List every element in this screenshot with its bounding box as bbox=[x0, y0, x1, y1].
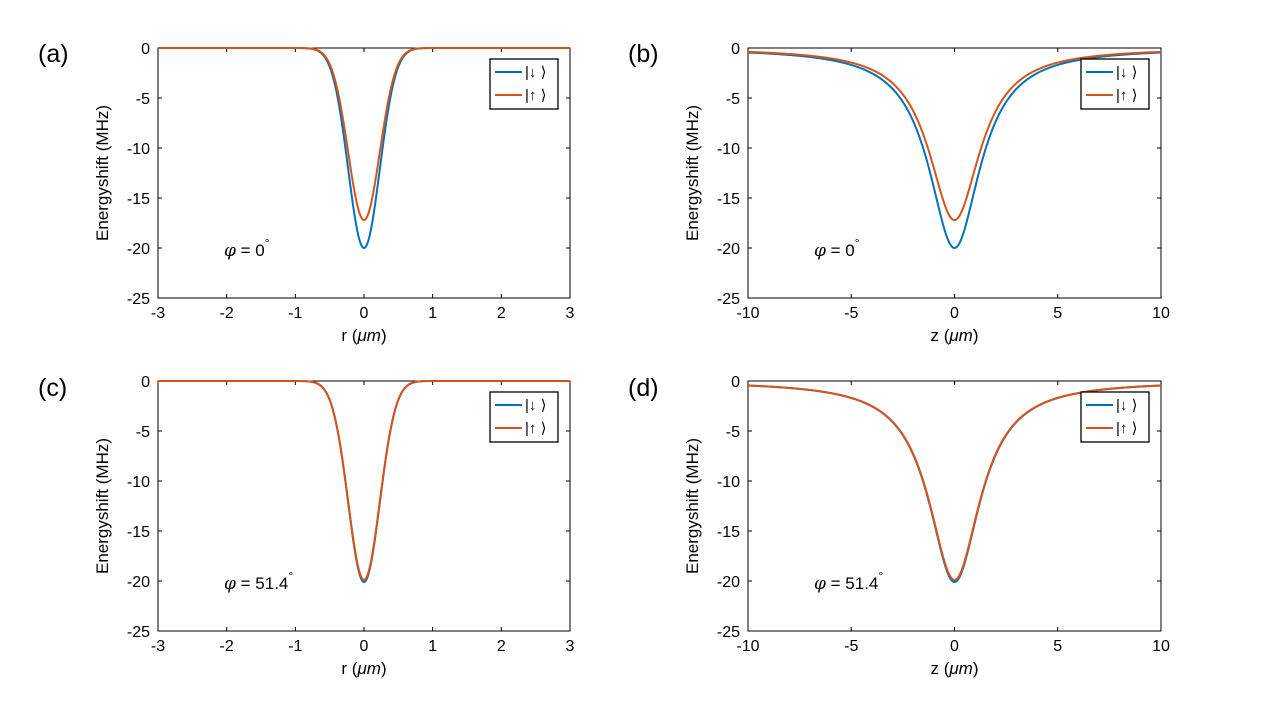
legend-label: |↓ ⟩ bbox=[525, 64, 546, 81]
x-axis-label: z (μm) bbox=[930, 326, 978, 345]
y-axis-label: Energyshift (MHz) bbox=[93, 438, 112, 574]
y-tick-label: 0 bbox=[731, 41, 740, 58]
y-tick-label: -25 bbox=[717, 291, 740, 308]
phi-annotation: φ = 51.4° bbox=[814, 569, 883, 594]
x-tick-label: 5 bbox=[1053, 638, 1062, 655]
panel-a: -3 -2 -1 0 1 2 30-5-10-15-20-25(a)r (μm)Energy… bbox=[38, 40, 575, 345]
y-tick-label: -20 bbox=[717, 574, 740, 591]
y-tick-label: 0 bbox=[731, 374, 740, 391]
legend: |↓ ⟩ |↑ ⟩ bbox=[489, 391, 559, 443]
y-tick-label: -20 bbox=[127, 241, 150, 258]
x-tick-label: 5 bbox=[1053, 305, 1062, 322]
series-line-down bbox=[747, 51, 1162, 250]
series-line-up bbox=[158, 380, 570, 582]
x-tick-label: -5 bbox=[844, 305, 858, 322]
y-tick-label: -20 bbox=[717, 241, 740, 258]
y-tick-label: -10 bbox=[127, 141, 150, 158]
y-tick-label: 0 bbox=[141, 41, 150, 58]
y-tick-label: -15 bbox=[717, 191, 740, 208]
x-tick-label: -1 bbox=[288, 638, 302, 655]
y-tick-label: -5 bbox=[136, 424, 150, 441]
x-tick-label: 10 bbox=[1152, 305, 1170, 322]
legend-label: |↓ ⟩ bbox=[1116, 397, 1137, 414]
y-tick-label: -5 bbox=[726, 424, 740, 441]
x-tick-label: 0 bbox=[360, 638, 369, 655]
x-tick-label: -5 bbox=[844, 638, 858, 655]
y-axis-label: Energyshift (MHz) bbox=[93, 105, 112, 241]
x-tick-label: 0 bbox=[360, 305, 369, 322]
panel-label: (d) bbox=[628, 374, 659, 402]
legend-box bbox=[1080, 391, 1150, 443]
y-tick-label: -10 bbox=[127, 474, 150, 491]
x-tick-label: -2 bbox=[220, 305, 234, 322]
panel-label: (a) bbox=[38, 40, 69, 68]
y-tick-label: -25 bbox=[127, 291, 150, 308]
x-tick-label: 3 bbox=[566, 638, 575, 655]
x-tick-label: 3 bbox=[566, 305, 575, 322]
phi-annotation: φ = 0° bbox=[224, 236, 270, 261]
legend: |↓ ⟩ |↑ ⟩ bbox=[1080, 391, 1150, 443]
panel-c: -3 -2 -1 0 1 2 30-5-10-15-20-25(c)r (μm)Energy… bbox=[38, 374, 575, 678]
legend-label: |↑ ⟩ bbox=[1116, 420, 1137, 437]
y-tick-label: -25 bbox=[717, 624, 740, 641]
x-tick-label: 1 bbox=[428, 305, 437, 322]
legend-label: |↓ ⟩ bbox=[525, 397, 546, 414]
legend-box bbox=[489, 391, 559, 443]
y-tick-label: -20 bbox=[127, 574, 150, 591]
x-tick-label: -10 bbox=[736, 305, 759, 322]
x-tick-label: -2 bbox=[220, 638, 234, 655]
y-tick-label: -5 bbox=[136, 91, 150, 108]
y-tick-label: -10 bbox=[717, 474, 740, 491]
series-line-up bbox=[747, 384, 1162, 582]
x-tick-label: 2 bbox=[497, 305, 506, 322]
panel-b: -10 -5 0 5 10 0 -5 -10 -15 -20 -25 (b) z (μm) Energys… bbox=[628, 40, 1170, 345]
y-tick-label: -15 bbox=[127, 524, 150, 541]
x-axis-label: z (μm) bbox=[930, 659, 978, 678]
y-tick-label: -5 bbox=[726, 91, 740, 108]
x-tick-label: 10 bbox=[1152, 638, 1170, 655]
y-axis-label: Energyshift (MHz) bbox=[683, 438, 702, 574]
panel-label: (c) bbox=[38, 374, 67, 402]
x-tick-label: 1 bbox=[428, 638, 437, 655]
legend: |↓ ⟩ |↑ ⟩ bbox=[1080, 58, 1150, 110]
x-tick-label: 2 bbox=[497, 638, 506, 655]
series-line-up bbox=[747, 50, 1162, 222]
y-tick-label: -15 bbox=[127, 191, 150, 208]
panel-label: (b) bbox=[628, 40, 659, 68]
legend: |↓ ⟩ |↑ ⟩ bbox=[489, 58, 559, 110]
legend-label: |↑ ⟩ bbox=[525, 87, 546, 104]
series-line-up bbox=[158, 47, 570, 222]
x-tick-label: 0 bbox=[950, 305, 959, 322]
y-tick-label: 0 bbox=[141, 374, 150, 391]
x-axis-label: r (μm) bbox=[341, 659, 386, 678]
legend-label: |↓ ⟩ bbox=[1116, 64, 1137, 81]
legend-label: |↑ ⟩ bbox=[1116, 87, 1137, 104]
y-tick-label: -25 bbox=[127, 624, 150, 641]
x-tick-label: -3 bbox=[151, 305, 165, 322]
y-tick-label: -15 bbox=[717, 524, 740, 541]
panel-d: -10 -5 0 5 10 0 -5 -10 -15 -20 -25 (d) z (μm) Energys… bbox=[628, 374, 1170, 678]
legend-label: |↑ ⟩ bbox=[525, 420, 546, 437]
phi-annotation: φ = 0° bbox=[814, 236, 860, 261]
x-axis-label: r (μm) bbox=[341, 326, 386, 345]
y-tick-label: -10 bbox=[717, 141, 740, 158]
legend-box bbox=[489, 58, 559, 110]
x-tick-label: -1 bbox=[288, 305, 302, 322]
x-tick-label: -10 bbox=[736, 638, 759, 655]
x-tick-label: -3 bbox=[151, 638, 165, 655]
x-tick-label: 0 bbox=[950, 638, 959, 655]
y-axis-label: Energyshift (MHz) bbox=[683, 105, 702, 241]
phi-annotation: φ = 51.4° bbox=[224, 569, 293, 594]
legend-box bbox=[1080, 58, 1150, 110]
